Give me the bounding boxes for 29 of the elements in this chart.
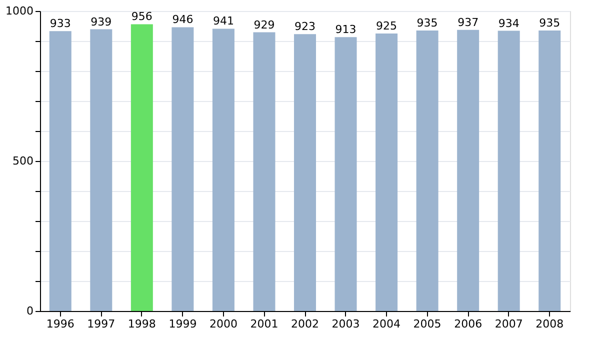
data-label: 923	[294, 20, 316, 34]
data-label: 946	[172, 13, 194, 26]
data-label: 939	[90, 15, 112, 28]
x-tick-label: 1998	[128, 318, 156, 330]
x-tick-label: 1996	[46, 318, 74, 330]
x-tick-label: 2003	[332, 318, 360, 330]
x-tick-label: 2002	[291, 318, 319, 330]
x-tick-label: 2000	[209, 318, 238, 330]
x-tick-label: 1997	[87, 318, 116, 330]
data-label: 956	[131, 10, 152, 24]
data-label: 933	[50, 17, 71, 30]
data-label: 934	[498, 16, 520, 30]
data-label: 929	[254, 18, 275, 32]
x-tick-label: 1999	[168, 318, 197, 330]
y-tick-label: 0	[26, 304, 34, 318]
data-label: 935	[416, 16, 438, 30]
y-tick-label: 1000	[6, 4, 34, 18]
x-tick-label: 2007	[494, 318, 523, 330]
data-label: 925	[376, 20, 398, 32]
data-label: 935	[539, 16, 560, 30]
x-tick-label: 2008	[536, 318, 564, 330]
x-tick-label: 2004	[372, 318, 401, 330]
data-label: 941	[212, 14, 234, 28]
x-tick-label: 2005	[413, 318, 442, 330]
data-label: 937	[458, 16, 479, 29]
y-tick-label: 500	[12, 154, 34, 168]
x-tick-label: 2001	[250, 318, 278, 330]
data-label: 913	[335, 23, 356, 36]
x-tick-label: 2006	[454, 318, 482, 330]
